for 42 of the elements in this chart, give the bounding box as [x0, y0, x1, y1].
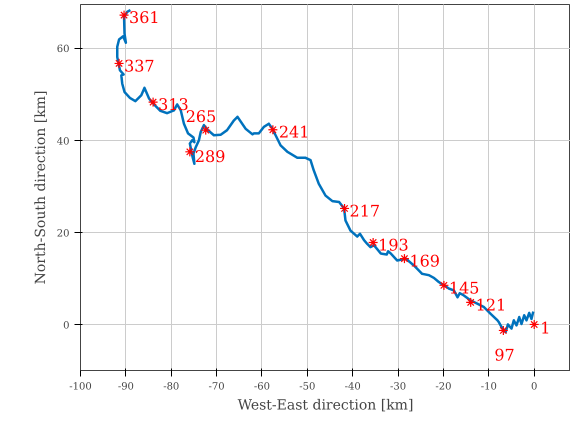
x-tick-label: -30: [390, 382, 406, 392]
annotation: 193: [378, 236, 409, 255]
x-axis-title: West-East direction [km]: [238, 398, 414, 414]
annotation: 97: [494, 345, 515, 364]
x-tick-label: -80: [163, 382, 180, 392]
x-tick-label: -40: [344, 382, 361, 392]
annotation: 1: [540, 318, 550, 338]
point: [114, 58, 124, 69]
x-tick-label: 0: [531, 382, 538, 392]
point: [438, 280, 450, 290]
y-tick-label: 60: [56, 44, 70, 56]
annotation: 289: [194, 146, 226, 166]
point: [200, 125, 211, 136]
x-tick-label: -10: [480, 382, 497, 392]
point: [529, 319, 540, 330]
x-tick-label: -20: [435, 382, 452, 392]
point: [148, 97, 158, 108]
annotation: 169: [409, 252, 440, 271]
point: [466, 297, 476, 308]
x-tick-label: -90: [118, 382, 134, 392]
y-axis-title: North-South direction [km]: [32, 90, 49, 284]
point: [339, 203, 350, 214]
annotation: 241: [278, 122, 310, 142]
annotation: 217: [350, 201, 380, 220]
annotation: 337: [124, 56, 155, 76]
y-tick-label: 20: [56, 228, 70, 240]
x-tick-label: -100: [69, 382, 92, 392]
y-tick-label: 0: [63, 320, 70, 332]
y-tick-label: 40: [56, 136, 70, 148]
annotation: 145: [448, 278, 480, 298]
annotation: 361: [129, 8, 160, 28]
annotation: 121: [476, 295, 506, 314]
point: [498, 325, 508, 336]
point: [184, 146, 195, 157]
x-tick-label: -70: [208, 382, 225, 392]
line-series: [116, 8, 535, 334]
point: [368, 237, 378, 248]
point: [118, 10, 130, 20]
point: [399, 254, 410, 264]
x-tick-label: -50: [299, 382, 316, 392]
point: [268, 124, 278, 135]
x-tick-label: -60: [254, 382, 270, 392]
